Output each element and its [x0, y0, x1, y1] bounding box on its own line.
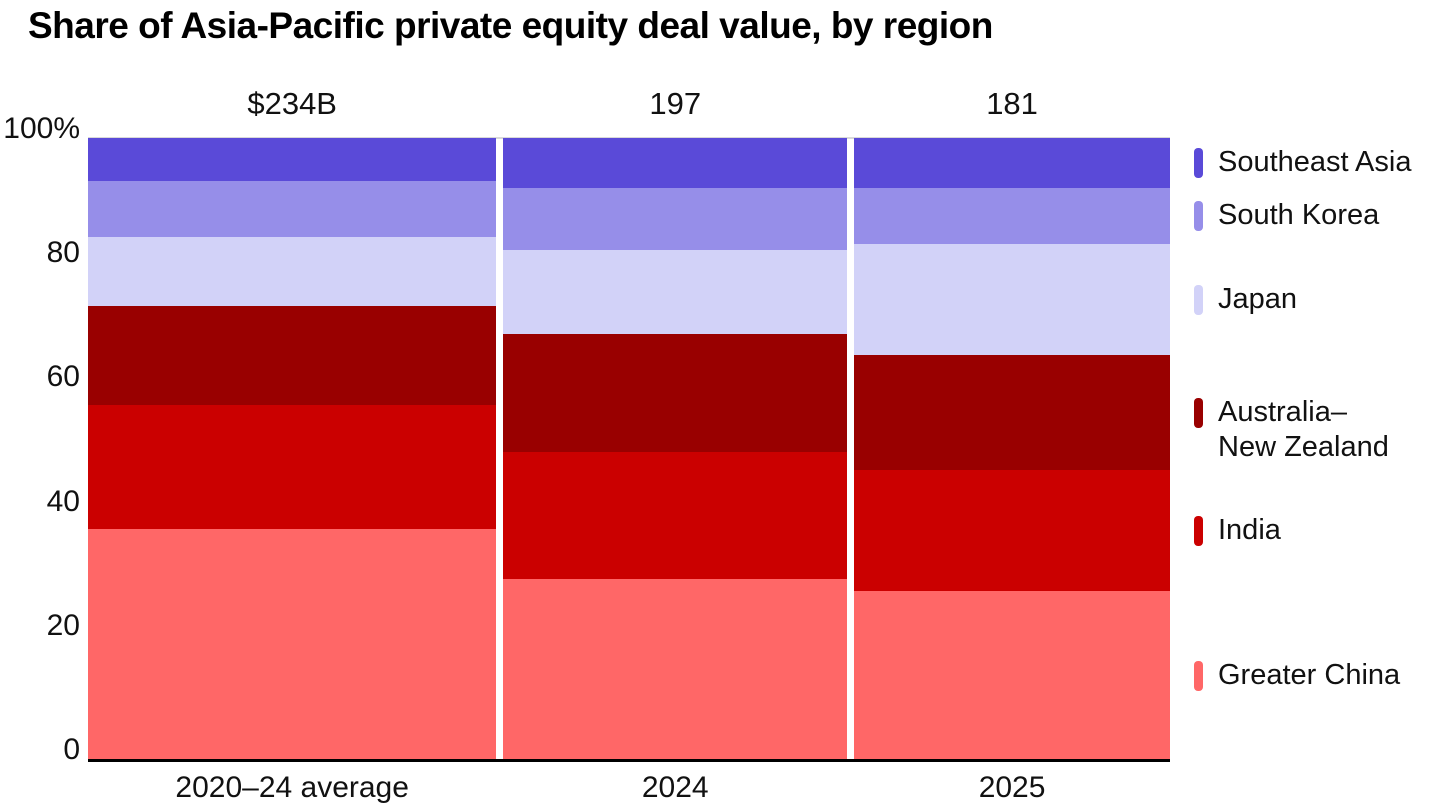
x-tick-label: 2020–24 average [175, 771, 409, 804]
column-total-label: 197 [649, 86, 702, 121]
column-total-label: $234B [247, 86, 337, 121]
bar-segment-southeast-asia [88, 138, 497, 182]
y-tick-label: 80 [46, 236, 80, 270]
bar-column [503, 138, 848, 759]
legend-label: Southeast Asia [1218, 146, 1412, 179]
legend-item: Japan [1194, 282, 1297, 317]
legend-label: South Korea [1218, 199, 1380, 232]
legend-label: Australia– New Zealand [1218, 396, 1389, 464]
legend-item: India [1194, 513, 1281, 548]
bar-segment-japan [88, 237, 497, 306]
legend-marker-australia-new-zealand [1194, 398, 1203, 429]
y-tick-label: 40 [46, 484, 80, 518]
bar-segment-greater-china [854, 591, 1170, 759]
x-axis-line [88, 759, 1170, 762]
y-tick-label: 100% [3, 112, 80, 145]
legend-label: India [1218, 514, 1281, 547]
x-tick-label: 2025 [978, 771, 1046, 804]
gridline-100pct [88, 136, 1170, 139]
bar-segment-southeast-asia [854, 138, 1170, 188]
legend-item: South Korea [1194, 198, 1379, 233]
y-tick-label: 60 [46, 360, 80, 394]
legend-label: Japan [1218, 282, 1298, 315]
legend-marker-india [1194, 516, 1203, 547]
legend-label: Greater China [1218, 658, 1401, 691]
bar-segment-australia-new-zealand [854, 355, 1170, 471]
bar-segment-india [503, 451, 848, 579]
bar-segment-australia-new-zealand [503, 333, 848, 452]
chart-title: Share of Asia-Pacific private equity dea… [28, 5, 993, 46]
bar-segment-southeast-asia [503, 138, 848, 188]
legend-marker-greater-china [1194, 660, 1203, 691]
y-tick-label: 20 [46, 608, 80, 642]
legend-marker-southeast-asia [1194, 148, 1203, 179]
bar-segment-india [88, 405, 497, 530]
bar-segment-south-korea [503, 187, 848, 250]
legend-marker-south-korea [1194, 201, 1203, 232]
y-tick-label: 0 [63, 733, 80, 766]
column-total-label: 181 [986, 86, 1038, 121]
bar-segment-australia-new-zealand [88, 305, 497, 406]
legend-item: Southeast Asia [1194, 145, 1411, 180]
legend-item: Australia– New Zealand [1194, 395, 1389, 465]
bar-column [854, 138, 1170, 759]
bar-segment-greater-china [503, 578, 848, 759]
x-tick-label: 2024 [641, 771, 709, 804]
bar-segment-japan [854, 243, 1170, 356]
bar-segment-india [854, 470, 1170, 592]
bar-segment-south-korea [88, 181, 497, 238]
legend-item: Greater China [1194, 658, 1400, 693]
bar-segment-south-korea [854, 187, 1170, 244]
bar-segment-japan [503, 249, 848, 334]
bar-segment-greater-china [88, 529, 497, 759]
bar-column [88, 138, 497, 759]
legend-marker-japan [1194, 284, 1203, 315]
